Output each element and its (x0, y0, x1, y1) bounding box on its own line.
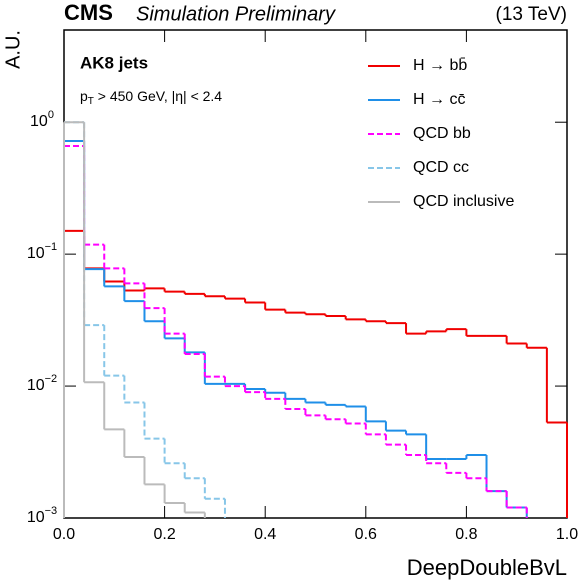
x-tick-label: 0.6 (355, 526, 377, 543)
legend-label: QCD bb (413, 125, 471, 142)
hist-connector (63, 122, 206, 518)
x-tick-label: 0.2 (153, 526, 175, 543)
y-tick-label: 10−2 (27, 373, 57, 394)
hist-connector (63, 230, 568, 518)
legend-label: H → cc̄ (413, 91, 465, 108)
experiment-label: CMS (64, 0, 113, 25)
y-tick-label: 10−1 (27, 241, 57, 262)
x-tick-label: 0.4 (254, 526, 276, 543)
y-axis-label: A.U. (2, 30, 24, 69)
x-tick-label: 0.0 (53, 526, 75, 543)
status-label: Simulation Preliminary (136, 3, 336, 25)
energy-label: (13 TeV) (496, 4, 567, 25)
legend-label: QCD inclusive (413, 193, 514, 210)
x-tick-label: 1.0 (556, 526, 578, 543)
cuts-label: pT > 450 GeV, |η| < 2.4 (80, 88, 222, 107)
x-axis-label: DeepDoubleBvL (407, 555, 567, 580)
legend-label: QCD cc (413, 159, 469, 176)
y-tick-label: 10−3 (27, 505, 57, 526)
x-tick-label: 0.8 (455, 526, 477, 543)
jets-label: AK8 jets (80, 53, 148, 72)
y-tick-label: 100 (30, 109, 54, 130)
legend-label: H → bb̄ (413, 57, 467, 74)
